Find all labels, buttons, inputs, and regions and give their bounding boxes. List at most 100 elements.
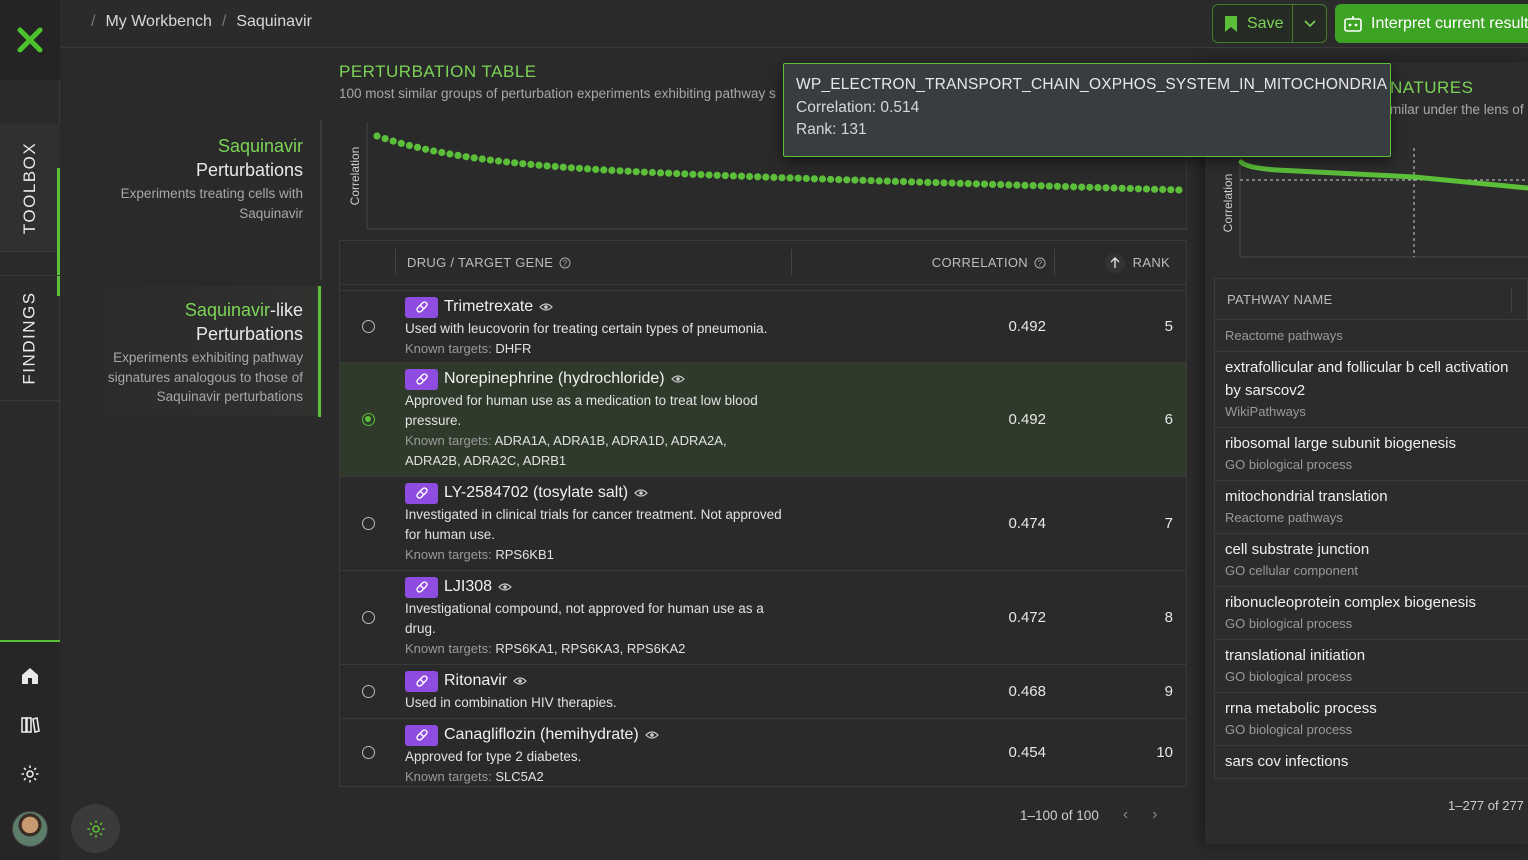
next-page-icon[interactable]: › xyxy=(1152,806,1158,823)
chart-point[interactable] xyxy=(1045,182,1053,190)
chart-point[interactable] xyxy=(689,170,697,178)
eye-icon[interactable] xyxy=(634,488,648,498)
chart-point[interactable] xyxy=(1126,184,1134,193)
chart-point[interactable] xyxy=(1070,183,1078,191)
chart-point[interactable] xyxy=(964,180,972,188)
table-row[interactable]: Canagliflozin (hemihydrate) Approved for… xyxy=(340,718,1186,786)
chart-point[interactable] xyxy=(575,164,584,172)
chart-point[interactable] xyxy=(1005,181,1013,189)
chart-point[interactable] xyxy=(875,177,883,185)
signatures-mini-chart[interactable]: Correlation xyxy=(1217,148,1528,258)
chart-point[interactable] xyxy=(1061,183,1070,191)
chart-point[interactable] xyxy=(438,148,446,157)
chart-point[interactable] xyxy=(559,163,567,171)
drug-tag[interactable] xyxy=(405,670,438,692)
chart-point[interactable] xyxy=(389,137,397,145)
eye-icon[interactable] xyxy=(498,582,512,592)
row-select-radio[interactable] xyxy=(362,320,375,333)
chart-point[interactable] xyxy=(924,178,932,186)
chart-point[interactable] xyxy=(851,176,859,184)
row-select-radio[interactable] xyxy=(362,517,375,530)
chart-point[interactable] xyxy=(673,170,681,178)
drug-name[interactable]: Trimetrexate xyxy=(444,298,534,315)
drug-tag[interactable] xyxy=(405,576,438,598)
library-icon[interactable] xyxy=(18,713,42,737)
header-rank[interactable]: RANK xyxy=(1104,252,1170,273)
chart-point[interactable] xyxy=(503,158,511,166)
chart-point[interactable] xyxy=(624,167,632,175)
chart-point[interactable] xyxy=(802,174,810,183)
chart-point[interactable] xyxy=(397,139,405,147)
table-row[interactable]: Trimetrexate Used with leucovorin for tr… xyxy=(340,290,1186,362)
chart-point[interactable] xyxy=(535,161,543,169)
chart-point[interactable] xyxy=(940,179,948,187)
chart-point[interactable] xyxy=(584,165,592,173)
settings-icon[interactable] xyxy=(18,762,42,786)
chart-point[interactable] xyxy=(1086,183,1094,191)
chart-point[interactable] xyxy=(899,178,908,186)
header-correlation[interactable]: CORRELATION ? xyxy=(932,255,1046,270)
drug-name[interactable]: LY-2584702 (tosylate salt) xyxy=(444,484,629,501)
chart-point[interactable] xyxy=(632,168,640,176)
pathway-row[interactable]: extrafollicular and follicular b cell ac… xyxy=(1214,352,1528,428)
chart-point[interactable] xyxy=(543,162,551,170)
chart-point[interactable] xyxy=(891,177,900,185)
chart-point[interactable] xyxy=(681,170,689,178)
chart-point[interactable] xyxy=(656,169,665,177)
drug-name[interactable]: Ritonavir xyxy=(444,672,508,689)
chart-point[interactable] xyxy=(794,174,802,182)
chart-point[interactable] xyxy=(1078,183,1086,191)
chart-point[interactable] xyxy=(972,180,981,188)
table-row[interactable]: LJI308 Investigational compound, not app… xyxy=(340,570,1186,664)
pathway-row[interactable]: mitochondrial translation Reactome pathw… xyxy=(1214,481,1528,534)
app-logo[interactable] xyxy=(0,0,60,80)
chart-point[interactable] xyxy=(494,157,503,165)
pathway-table-header[interactable]: PATHWAY NAME xyxy=(1214,278,1528,320)
chart-point[interactable] xyxy=(454,151,462,159)
drug-name[interactable]: Norepinephrine (hydrochloride) xyxy=(444,370,665,387)
drug-name[interactable]: LJI308 xyxy=(444,578,493,595)
chart-point[interactable] xyxy=(430,147,438,155)
chart-point[interactable] xyxy=(1151,185,1159,193)
chart-point[interactable] xyxy=(462,153,470,161)
avatar[interactable] xyxy=(12,811,48,847)
chart-point[interactable] xyxy=(956,179,964,187)
drug-name[interactable]: Canagliflozin (hemihydrate) xyxy=(444,726,639,743)
chart-point[interactable] xyxy=(381,135,389,143)
chart-point[interactable] xyxy=(640,168,648,176)
chart-point[interactable] xyxy=(997,181,1005,189)
chart-point[interactable] xyxy=(600,166,608,174)
table-row[interactable]: LY-2584702 (tosylate salt) Investigated … xyxy=(340,476,1186,570)
chart-point[interactable] xyxy=(1013,181,1021,189)
help-icon[interactable]: ? xyxy=(1034,257,1046,269)
interpret-button[interactable]: Interpret current result xyxy=(1335,4,1528,43)
chart-point[interactable] xyxy=(770,173,778,181)
eye-icon[interactable] xyxy=(539,302,554,312)
chart-point[interactable] xyxy=(592,165,600,173)
chart-point[interactable] xyxy=(980,180,989,188)
save-button[interactable]: Save xyxy=(1213,5,1293,42)
table-row[interactable]: Ritonavir Used in combination HIV therap… xyxy=(340,664,1186,718)
save-dropdown-button[interactable] xyxy=(1293,5,1326,42)
nav-item-like-perturbations[interactable]: Saquinavir-like Perturbations Experiment… xyxy=(63,286,323,416)
chart-point[interactable] xyxy=(486,156,494,164)
chart-point[interactable] xyxy=(746,172,754,181)
chart-point[interactable] xyxy=(778,174,786,182)
chart-point[interactable] xyxy=(511,159,519,167)
chart-point[interactable] xyxy=(827,175,835,183)
correlation-mini-chart[interactable]: Correlation xyxy=(339,122,1187,230)
pathway-row[interactable]: cell substrate junction GO cellular comp… xyxy=(1214,534,1528,587)
chart-point[interactable] xyxy=(1037,182,1045,190)
chart-point[interactable] xyxy=(422,145,430,153)
chart-point[interactable] xyxy=(478,155,486,163)
eye-icon[interactable] xyxy=(644,730,659,740)
chart-point[interactable] xyxy=(818,175,827,183)
chart-point[interactable] xyxy=(616,167,624,175)
chart-point[interactable] xyxy=(883,177,891,185)
chart-point[interactable] xyxy=(1175,186,1183,194)
chart-point[interactable] xyxy=(737,172,746,180)
tab-findings[interactable]: FINDINGS xyxy=(0,275,60,401)
prev-page-icon[interactable]: ‹ xyxy=(1122,806,1129,823)
chart-point[interactable] xyxy=(373,132,381,140)
chart-point[interactable] xyxy=(697,171,705,179)
